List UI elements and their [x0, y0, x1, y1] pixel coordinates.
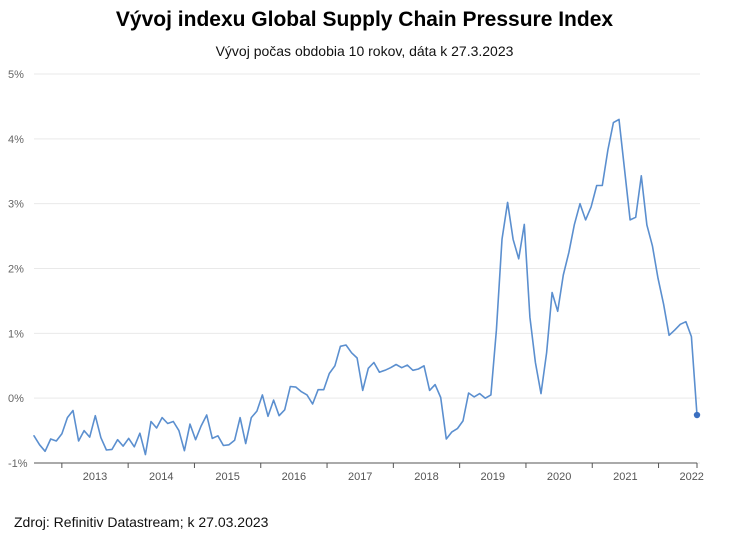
- x-tick-label: 2021: [613, 471, 637, 480]
- x-tick-label: 2015: [215, 471, 239, 480]
- series-line: [33, 118, 698, 456]
- source-note: Zdroj: Refinitiv Datastream; k 27.03.202…: [14, 514, 269, 530]
- x-tick-label: 2022: [679, 471, 703, 480]
- x-tick-label: 2014: [149, 471, 173, 480]
- y-tick-label: 1%: [8, 328, 24, 340]
- chart-subtitle: Vývoj počas obdobia 10 rokov, dáta k 27.…: [215, 43, 514, 59]
- line-chart: -1% 0% 1% 2% 3% 4% 5% 2013 2014 2015 2016 2017 2018…: [8, 69, 704, 480]
- x-tick-label: 2018: [414, 471, 438, 480]
- x-tick-label: 2017: [348, 471, 372, 480]
- x-axis: 2013 2014 2015 2016 2017 2018 2019 2020 2021 2022: [34, 462, 704, 480]
- grid-lines: [34, 73, 700, 464]
- y-tick-label: 4%: [8, 134, 24, 146]
- y-tick-label: 3%: [8, 199, 24, 211]
- x-tick-label: 2020: [547, 471, 571, 480]
- chart-title: Vývoj indexu Global Supply Chain Pressur…: [115, 8, 614, 31]
- y-tick-label: -1%: [8, 458, 28, 470]
- y-tick-label: 0%: [8, 393, 24, 405]
- x-tick-label: 2016: [282, 471, 306, 480]
- gscpi-line: [33, 118, 698, 456]
- x-tick-label: 2013: [83, 471, 107, 480]
- last-data-point: [693, 411, 701, 419]
- last-point-marker: [693, 411, 701, 419]
- x-tick-label: 2019: [481, 471, 505, 480]
- y-tick-label: 5%: [8, 69, 24, 81]
- y-tick-label: 2%: [8, 264, 24, 276]
- y-axis-labels: -1% 0% 1% 2% 3% 4% 5%: [8, 69, 28, 470]
